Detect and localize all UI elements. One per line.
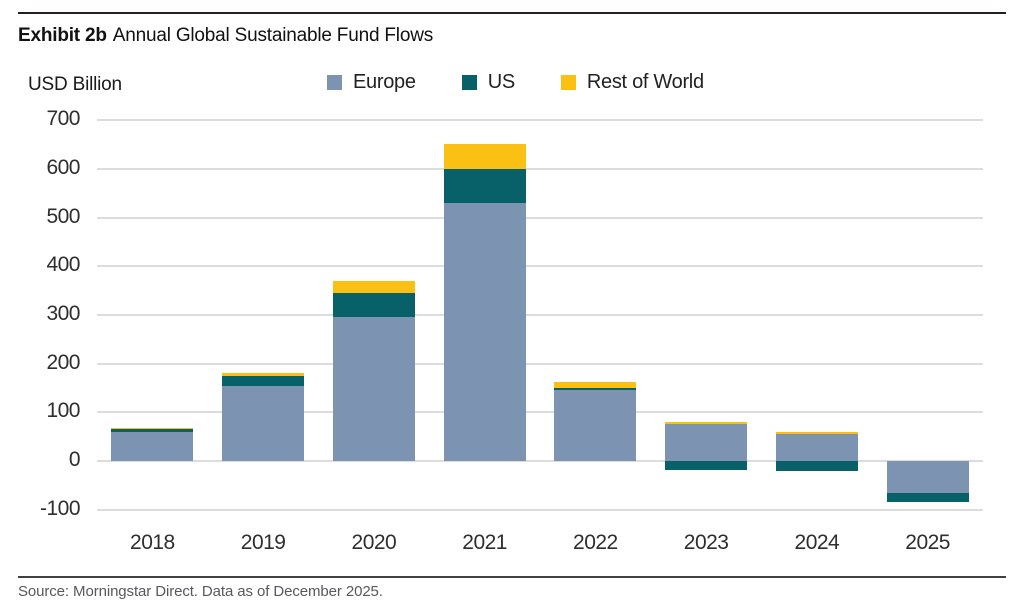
y-tick-label-200: 200	[46, 350, 80, 374]
bottom-divider	[18, 576, 1006, 578]
legend-label-us: US	[487, 71, 515, 93]
gridline-300	[97, 313, 983, 316]
legend-swatch-us	[461, 75, 477, 90]
x-tick-label-2024: 2024	[794, 531, 840, 554]
gridline-700	[97, 119, 983, 122]
bar-2019-europe	[222, 386, 304, 461]
gridline-500	[97, 216, 983, 219]
bar-2020-europe	[333, 317, 415, 461]
gridline-600	[97, 167, 983, 170]
y-tick-label-300: 300	[46, 301, 80, 325]
legend-item-europe: Europe	[327, 71, 416, 94]
legend-item-us: US	[461, 71, 515, 94]
legend-label-europe: Europe	[353, 71, 416, 93]
bar-2025-us	[887, 493, 969, 502]
y-tick-label-0: 0	[68, 448, 81, 471]
chart-legend: Europe US Rest of World	[327, 71, 704, 94]
bar-2018-europe	[111, 432, 193, 461]
source-note: Source: Morningstar Direct. Data as of D…	[18, 583, 383, 600]
bar-2022-us	[554, 388, 636, 390]
bar-2018-us	[111, 429, 193, 432]
x-tick-label-2025: 2025	[905, 531, 950, 554]
y-tick-label--100: -100	[39, 496, 81, 520]
bar-2020-us	[333, 293, 415, 317]
bar-2023-rest-of-world	[665, 422, 747, 424]
bar-2018-rest-of-world	[111, 428, 193, 429]
gridline-200	[97, 362, 983, 365]
bar-2025-europe	[887, 461, 969, 493]
legend-label-rest-of-world: Rest of World	[586, 71, 704, 93]
x-tick-label-2019: 2019	[240, 531, 286, 554]
bar-2022-rest-of-world	[554, 382, 636, 388]
y-tick-label-700: 700	[46, 107, 80, 131]
y-tick-label-100: 100	[46, 399, 80, 423]
bar-2022-europe	[554, 390, 636, 461]
gridline-400	[97, 265, 983, 268]
bar-2021-us	[444, 169, 526, 203]
bar-2024-rest-of-world	[776, 432, 858, 434]
x-tick-label-2021: 2021	[462, 531, 507, 554]
bar-2020-rest-of-world	[333, 281, 415, 293]
bar-2019-rest-of-world	[222, 373, 304, 376]
gridline-0	[97, 460, 983, 462]
exhibit-number-label: Exhibit 2b	[18, 25, 107, 46]
x-tick-label-2020: 2020	[351, 531, 397, 554]
x-tick-label-2022: 2022	[573, 531, 618, 554]
bar-2021-europe	[444, 203, 526, 461]
y-tick-label-400: 400	[46, 253, 80, 277]
top-divider	[18, 12, 1006, 14]
chart-title-text: Annual Global Sustainable Fund Flows	[112, 25, 434, 46]
legend-swatch-europe	[327, 75, 342, 90]
bar-2024-europe	[776, 434, 858, 461]
y-tick-label-600: 600	[46, 155, 80, 179]
bar-2023-us	[665, 461, 747, 470]
y-tick-label-500: 500	[46, 204, 80, 228]
chart-title: Exhibit 2b Annual Global Sustainable Fund…	[18, 25, 433, 47]
x-tick-label-2018: 2018	[130, 531, 175, 554]
legend-item-rest-of-world: Rest of World	[560, 71, 704, 94]
gridline-100	[97, 411, 983, 414]
legend-swatch-rest-of-world	[560, 75, 576, 90]
gridline--100	[97, 508, 983, 511]
bar-2023-europe	[665, 424, 747, 461]
bar-2024-us	[776, 461, 858, 471]
bar-2021-rest-of-world	[444, 144, 526, 169]
x-tick-label-2023: 2023	[683, 531, 729, 554]
y-axis-unit-label: USD Billion	[28, 74, 122, 95]
bar-2019-us	[222, 376, 304, 386]
